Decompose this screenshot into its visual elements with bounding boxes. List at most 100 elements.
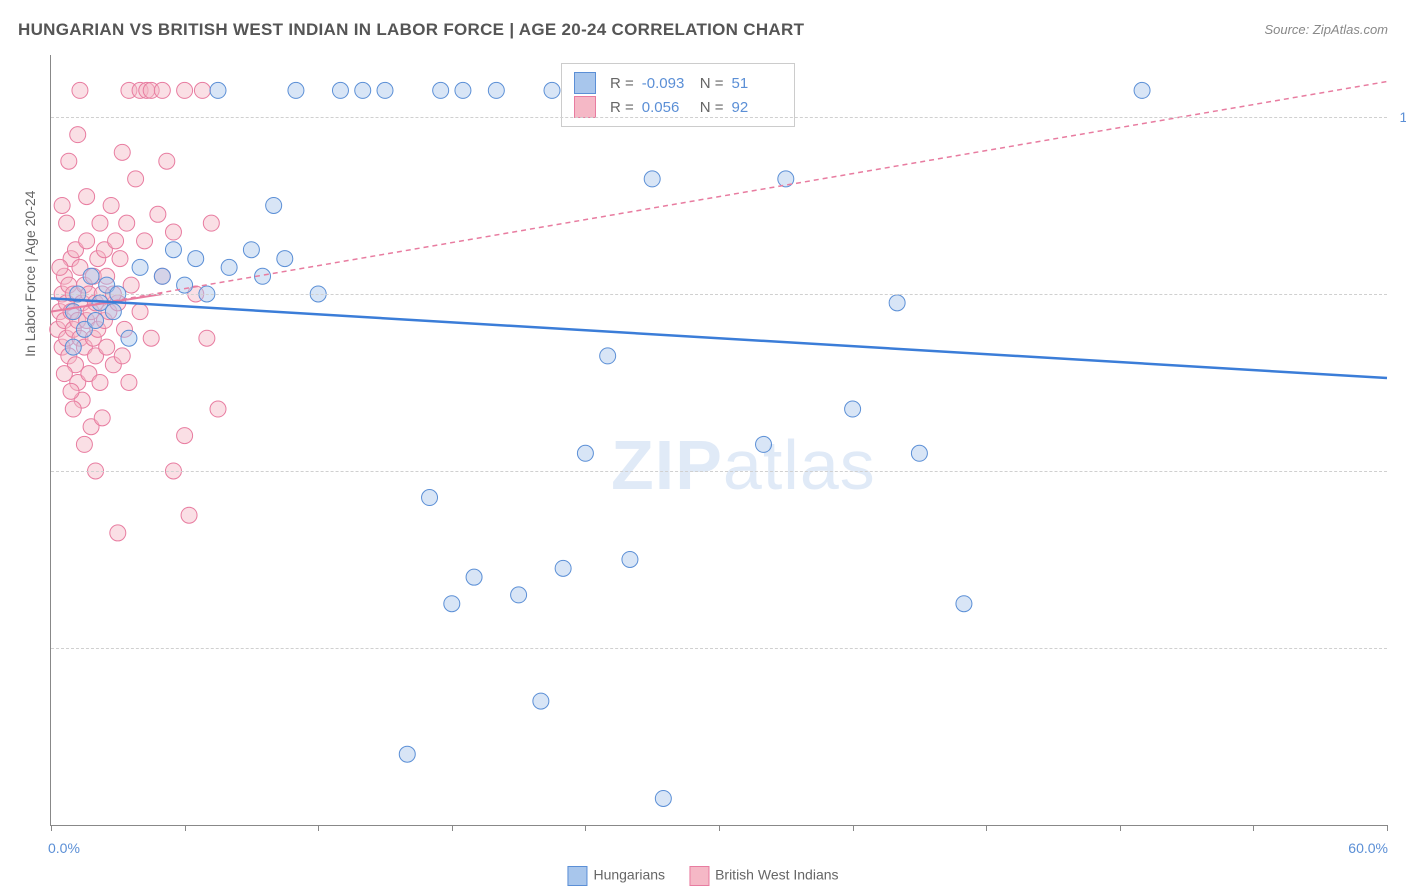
hungarians-point (210, 82, 226, 98)
hungarians-point (845, 401, 861, 417)
bwi-point (154, 82, 170, 98)
legend-item-hungarians: Hungarians (567, 866, 665, 886)
gridline (51, 117, 1387, 118)
hungarians-point (121, 330, 137, 346)
bwi-point (165, 224, 181, 240)
bwi-point (137, 233, 153, 249)
y-axis-title: In Labor Force | Age 20-24 (22, 191, 38, 357)
hungarians-point (655, 790, 671, 806)
stat-label: N = (700, 99, 724, 116)
hungarians-point (83, 268, 99, 284)
legend-swatch-bwi-icon (689, 866, 709, 886)
swatch-bwi-icon (574, 96, 596, 118)
bwi-point (210, 401, 226, 417)
gridline (51, 294, 1387, 295)
hungarians-point (399, 746, 415, 762)
scatter-svg (51, 55, 1387, 825)
hungarians-point (433, 82, 449, 98)
legend-label-hungarians: Hungarians (593, 867, 665, 883)
legend: Hungarians British West Indians (567, 866, 838, 886)
bwi-point (99, 339, 115, 355)
hungarians-trendline (51, 298, 1387, 378)
hungarians-point (65, 339, 81, 355)
stat-label: N = (700, 75, 724, 92)
bwi-point (59, 215, 75, 231)
bwi-point (199, 330, 215, 346)
hungarians-point (422, 490, 438, 506)
bwi-point (94, 410, 110, 426)
bwi-point (54, 197, 70, 213)
r-value-bwi: 0.056 (642, 99, 692, 116)
x-tick (1253, 825, 1254, 831)
legend-item-bwi: British West Indians (689, 866, 838, 886)
bwi-point (114, 348, 130, 364)
x-tick (452, 825, 453, 831)
bwi-point (63, 383, 79, 399)
hungarians-point (266, 197, 282, 213)
bwi-point (92, 374, 108, 390)
bwi-point (112, 251, 128, 267)
bwi-point (110, 525, 126, 541)
hungarians-point (511, 587, 527, 603)
hungarians-point (644, 171, 660, 187)
bwi-point (132, 304, 148, 320)
hungarians-point (577, 445, 593, 461)
bwi-point (52, 259, 68, 275)
x-tick (318, 825, 319, 831)
hungarians-point (88, 313, 104, 329)
hungarians-point (533, 693, 549, 709)
hungarians-point (288, 82, 304, 98)
x-tick (719, 825, 720, 831)
bwi-point (76, 436, 92, 452)
hungarians-point (622, 551, 638, 567)
x-tick (51, 825, 52, 831)
hungarians-point (377, 82, 393, 98)
hungarians-point (355, 82, 371, 98)
hungarians-point (177, 277, 193, 293)
hungarians-point (455, 82, 471, 98)
bwi-point (70, 127, 86, 143)
x-tick (1120, 825, 1121, 831)
bwi-point (56, 366, 72, 382)
n-value-bwi: 92 (732, 99, 782, 116)
bwi-point (79, 233, 95, 249)
x-tick (1387, 825, 1388, 831)
bwi-point (79, 189, 95, 205)
source-attribution: Source: ZipAtlas.com (1264, 22, 1388, 37)
hungarians-point (243, 242, 259, 258)
hungarians-point (889, 295, 905, 311)
gridline (51, 648, 1387, 649)
hungarians-point (105, 304, 121, 320)
bwi-point (143, 330, 159, 346)
hungarians-point (466, 569, 482, 585)
bwi-point (128, 171, 144, 187)
hungarians-point (188, 251, 204, 267)
bwi-point (121, 374, 137, 390)
hungarians-point (332, 82, 348, 98)
hungarians-point (488, 82, 504, 98)
bwi-point (114, 144, 130, 160)
bwi-point (159, 153, 175, 169)
bwi-point (65, 401, 81, 417)
hungarians-point (277, 251, 293, 267)
hungarians-point (1134, 82, 1150, 98)
bwi-point (181, 507, 197, 523)
stat-label: R = (610, 99, 634, 116)
bwi-point (72, 82, 88, 98)
bwi-point (92, 215, 108, 231)
bwi-point (119, 215, 135, 231)
stat-label: R = (610, 75, 634, 92)
legend-swatch-hungarians-icon (567, 866, 587, 886)
chart-plot-area: R = -0.093 N = 51 R = 0.056 N = 92 ZIPat… (50, 55, 1387, 826)
hungarians-point (221, 259, 237, 275)
bwi-point (177, 428, 193, 444)
chart-title: HUNGARIAN VS BRITISH WEST INDIAN IN LABO… (18, 20, 804, 40)
x-tick (853, 825, 854, 831)
n-value-hungarians: 51 (732, 75, 782, 92)
x-axis-label-min: 0.0% (48, 840, 80, 856)
swatch-hungarians-icon (574, 72, 596, 94)
bwi-point (203, 215, 219, 231)
bwi-point (61, 153, 77, 169)
gridline (51, 471, 1387, 472)
hungarians-point (911, 445, 927, 461)
